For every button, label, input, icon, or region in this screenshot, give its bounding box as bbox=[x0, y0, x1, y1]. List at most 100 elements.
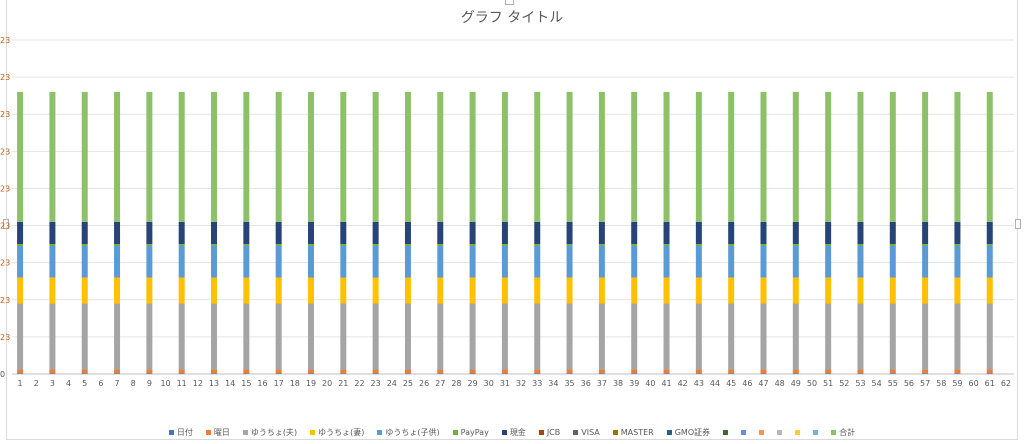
bar-segment bbox=[534, 369, 541, 374]
x-tick-label: 54 bbox=[872, 379, 882, 388]
legend-item[interactable] bbox=[723, 429, 729, 435]
resize-handle-right[interactable] bbox=[1015, 219, 1021, 229]
x-tick-label: 62 bbox=[1001, 379, 1011, 388]
bar-segment bbox=[404, 221, 411, 245]
bar-segment bbox=[146, 91, 153, 222]
bar-segment bbox=[728, 221, 735, 245]
x-tick-label: 59 bbox=[952, 379, 962, 388]
legend-item[interactable]: ゆうちょ(妻) bbox=[310, 427, 364, 438]
bar-segment bbox=[49, 277, 56, 304]
bar-segment bbox=[501, 244, 508, 246]
bar-segment bbox=[534, 303, 541, 370]
bar-segment bbox=[211, 91, 218, 222]
legend-item[interactable]: 日付 bbox=[168, 427, 193, 438]
bar-segment bbox=[566, 303, 573, 370]
bar-segment bbox=[922, 221, 929, 245]
x-tick-label: 14 bbox=[225, 379, 235, 388]
bar-segment bbox=[598, 369, 605, 374]
bar-segment bbox=[437, 91, 444, 222]
bar-segment bbox=[243, 91, 250, 222]
bar-segment bbox=[17, 245, 24, 278]
bar-segment bbox=[17, 91, 24, 222]
bar-segment bbox=[889, 369, 896, 374]
legend-label: ゆうちょ(子供) bbox=[385, 427, 440, 437]
legend-item[interactable] bbox=[777, 429, 783, 435]
bar-segment bbox=[986, 244, 993, 246]
bar-segment bbox=[17, 277, 24, 304]
bar-segment bbox=[534, 221, 541, 245]
bar-segment bbox=[307, 91, 314, 222]
legend-label: ゆうちょ(妻) bbox=[318, 427, 365, 437]
bar-segment bbox=[372, 303, 379, 370]
resize-handle-left[interactable] bbox=[3, 219, 9, 229]
legend-item[interactable]: 曜日 bbox=[205, 427, 230, 438]
bar-segment bbox=[566, 244, 573, 246]
x-tick-label: 15 bbox=[241, 379, 251, 388]
legend-label: GMO証券 bbox=[674, 427, 711, 437]
legend-item[interactable]: VISA bbox=[573, 428, 600, 437]
bar-segment bbox=[986, 91, 993, 222]
legend-swatch bbox=[759, 429, 765, 435]
bar-segment bbox=[663, 303, 670, 370]
bar-segment bbox=[598, 373, 605, 374]
legend-item[interactable]: ゆうちょ(子供) bbox=[377, 427, 440, 438]
bar-segment bbox=[922, 369, 929, 374]
legend-item[interactable]: PayPay bbox=[452, 427, 489, 437]
legend-item[interactable]: 現金 bbox=[501, 427, 526, 438]
legend-swatch bbox=[168, 429, 174, 435]
bar-segment bbox=[243, 244, 250, 246]
bar-segment bbox=[404, 244, 411, 246]
x-tick-label: 41 bbox=[661, 379, 671, 388]
legend-item[interactable] bbox=[759, 429, 765, 435]
chart-title[interactable]: グラフ タイトル bbox=[460, 10, 564, 26]
bar-segment bbox=[695, 221, 702, 245]
bar-segment bbox=[404, 369, 411, 374]
bar-segment bbox=[534, 373, 541, 374]
x-tick-label: 8 bbox=[131, 379, 136, 388]
bar-segment bbox=[695, 244, 702, 246]
bar-segment bbox=[986, 277, 993, 304]
bar-segment bbox=[437, 373, 444, 374]
bar-segment bbox=[728, 245, 735, 278]
bar-segment bbox=[49, 244, 56, 246]
bar-segment bbox=[857, 91, 864, 222]
bar-segment bbox=[307, 221, 314, 245]
x-tick-label: 52 bbox=[839, 379, 849, 388]
x-tick-label: 51 bbox=[823, 379, 833, 388]
legend-item[interactable] bbox=[813, 429, 819, 435]
x-tick-label: 12 bbox=[193, 379, 203, 388]
legend-item[interactable] bbox=[795, 429, 801, 435]
bar-segment bbox=[954, 245, 961, 278]
y-tick-label: 23 bbox=[0, 222, 10, 231]
legend-item[interactable]: MASTER bbox=[612, 428, 654, 437]
x-tick-label: 10 bbox=[160, 379, 170, 388]
legend-label: JCB bbox=[546, 427, 561, 437]
bar-segment bbox=[728, 244, 735, 246]
bar-segment bbox=[307, 244, 314, 246]
legend-label: PayPay bbox=[460, 427, 489, 437]
bar-segment bbox=[631, 245, 638, 278]
bar-segment bbox=[598, 303, 605, 370]
bar-segment bbox=[663, 245, 670, 278]
resize-handle-top[interactable] bbox=[505, 0, 514, 5]
legend-item[interactable]: ゆうちょ(夫) bbox=[242, 427, 297, 438]
bar-segment bbox=[792, 277, 799, 304]
bar-segment bbox=[889, 245, 896, 278]
bar-segment bbox=[598, 277, 605, 304]
bar-segment bbox=[598, 221, 605, 245]
legend-item[interactable]: 合計 bbox=[831, 427, 855, 438]
legend-swatch bbox=[242, 429, 248, 435]
bar-segment bbox=[307, 369, 314, 374]
legend-item[interactable]: GMO証券 bbox=[666, 427, 711, 438]
bar-segment bbox=[49, 245, 56, 278]
bar-segment bbox=[114, 373, 121, 374]
bar-segment bbox=[954, 91, 961, 222]
bar-segment bbox=[17, 303, 24, 370]
x-tick-label: 6 bbox=[98, 379, 103, 388]
chart-legend[interactable]: 日付 曜日 ゆうちょ(夫) ゆうちょ(妻) ゆうちょ(子供) PayPay 現金 JCB VIS… bbox=[0, 424, 1024, 440]
y-tick-label: 23 bbox=[0, 110, 10, 119]
legend-item[interactable] bbox=[741, 429, 747, 435]
legend-item[interactable]: JCB bbox=[538, 427, 561, 437]
legend-swatch bbox=[612, 429, 618, 435]
